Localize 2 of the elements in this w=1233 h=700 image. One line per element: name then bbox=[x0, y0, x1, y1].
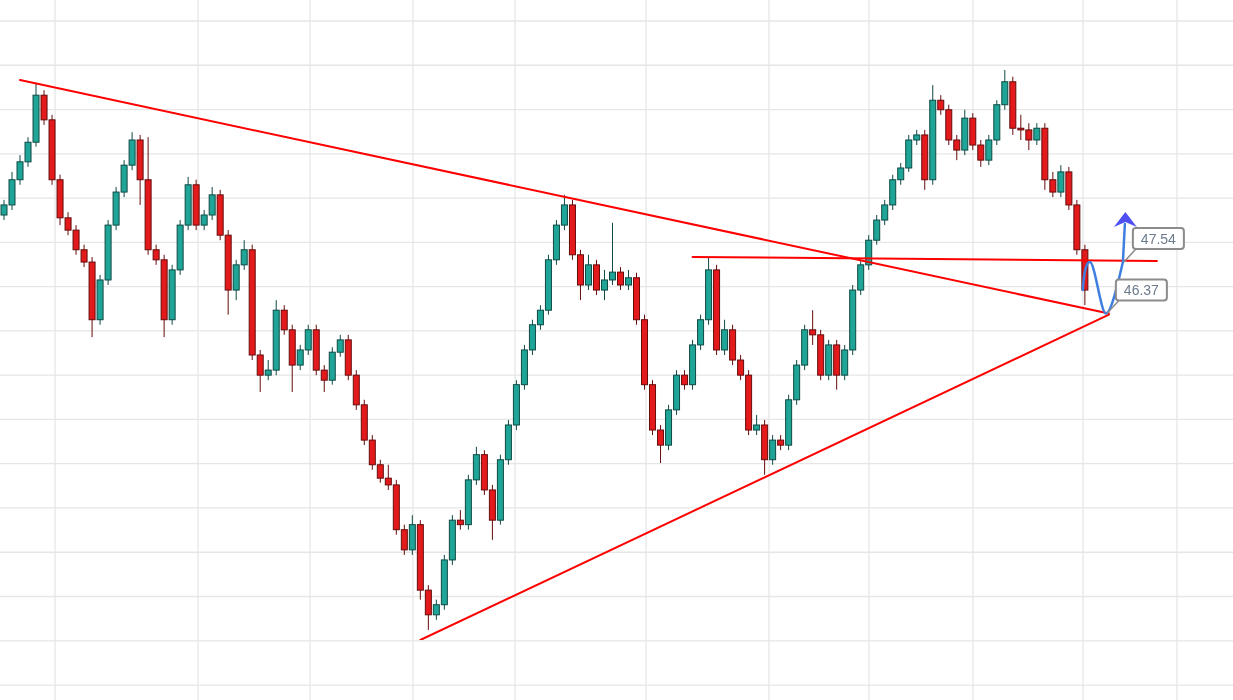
annotation: 47.54 bbox=[1140, 230, 1177, 247]
annotation: 46.37 bbox=[1123, 282, 1160, 299]
